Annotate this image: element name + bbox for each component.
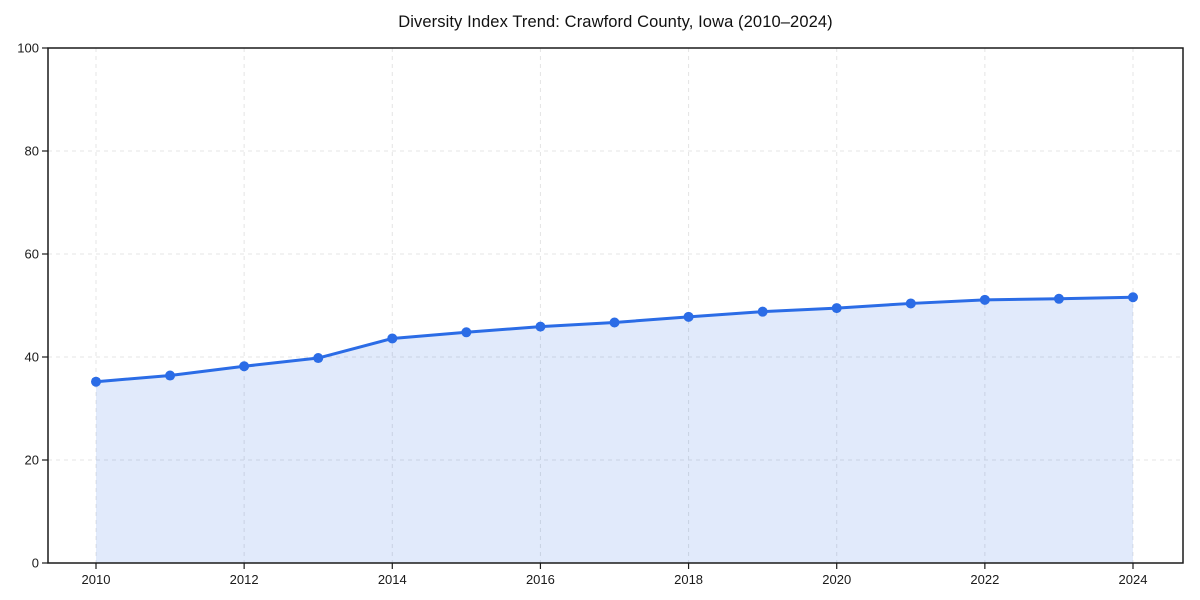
data-point-2023	[1053, 293, 1064, 304]
chart-title: Diversity Index Trend: Crawford County, …	[398, 13, 833, 31]
data-point-2018	[683, 311, 694, 322]
data-point-2012	[239, 361, 250, 372]
data-point-2011	[165, 370, 176, 381]
y-tick-label-60: 60	[25, 247, 39, 262]
data-point-2020	[831, 303, 842, 314]
data-point-2016	[535, 321, 546, 332]
x-tick-label-2020: 2020	[822, 572, 851, 587]
data-point-2022	[979, 294, 990, 305]
y-tick-label-20: 20	[25, 453, 39, 468]
y-tick-label-100: 100	[17, 41, 39, 56]
x-tick-label-2024: 2024	[1119, 572, 1148, 587]
data-point-2024	[1128, 292, 1138, 303]
x-tick-label-2016: 2016	[526, 572, 555, 587]
data-point-2017	[609, 317, 620, 328]
data-point-2013	[313, 353, 324, 364]
data-point-2021	[905, 298, 916, 309]
x-tick-label-2018: 2018	[674, 572, 703, 587]
data-point-2010	[91, 376, 101, 387]
area-fill	[96, 297, 1133, 563]
x-tick-label-2022: 2022	[970, 572, 999, 587]
data-point-2014	[387, 333, 398, 344]
y-tick-label-40: 40	[25, 350, 39, 365]
x-tick-label-2010: 2010	[82, 572, 111, 587]
plot-border	[47, 47, 1184, 564]
y-tick-label-80: 80	[25, 144, 39, 159]
data-point-2015	[461, 327, 472, 338]
y-tick-label-0: 0	[32, 556, 39, 571]
data-point-2019	[757, 306, 768, 317]
x-tick-label-2014: 2014	[378, 572, 407, 587]
x-tick-label-2012: 2012	[230, 572, 259, 587]
